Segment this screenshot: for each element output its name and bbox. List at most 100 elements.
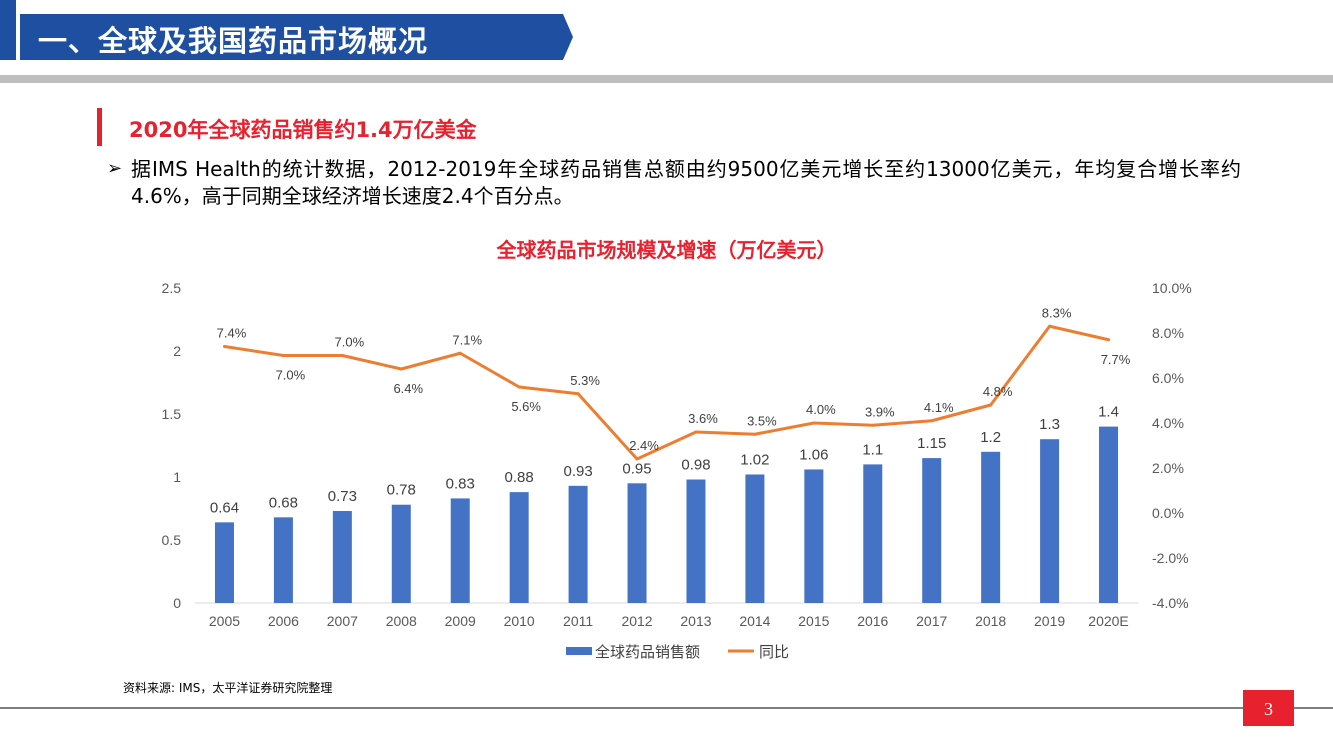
bar-data-label: 1.15: [917, 435, 946, 452]
line-point: [871, 423, 875, 427]
line-point: [458, 351, 462, 355]
line-point: [517, 385, 521, 389]
x-tick-label: 2013: [680, 613, 711, 629]
bar-data-label: 1.3: [1039, 416, 1060, 433]
line-point: [1107, 338, 1111, 342]
bar-sales: [981, 451, 1001, 603]
x-tick-label: 2005: [209, 613, 240, 629]
y-left-tick-label: 1.5: [162, 406, 182, 422]
y-left-tick-label: 2: [173, 343, 181, 359]
bar-data-label: 0.73: [328, 488, 357, 505]
line-data-label: 7.0%: [335, 335, 365, 350]
bar-data-label: 1.02: [740, 451, 769, 468]
line-point: [281, 354, 285, 357]
line-data-label: 4.8%: [983, 384, 1013, 399]
line-data-label: 8.3%: [1042, 305, 1072, 320]
chart-title: 全球药品市场规模及增速（万亿美元）: [496, 238, 837, 262]
x-tick-label: 2009: [445, 613, 476, 629]
y-right-tick-label: 6.0%: [1152, 370, 1184, 386]
line-point: [399, 367, 403, 371]
y-left-tick-label: 1: [173, 469, 181, 485]
x-tick-label: 2006: [268, 613, 299, 629]
x-tick-label: 2018: [975, 613, 1006, 629]
bar-sales: [332, 511, 352, 603]
x-tick-label: 2017: [916, 613, 947, 629]
bar-data-label: 1.1: [862, 441, 883, 458]
y-left-tick-label: 0: [173, 595, 181, 611]
y-right-tick-label: 0.0%: [1152, 505, 1184, 521]
bar-sales: [863, 464, 883, 603]
line-point: [753, 432, 757, 436]
x-tick-label: 2020E: [1088, 613, 1128, 629]
bar-sales: [273, 517, 293, 603]
x-tick-label: 2012: [621, 613, 652, 629]
legend-label-sales: 全球药品销售额: [595, 643, 700, 661]
bar-sales: [804, 469, 824, 603]
line-data-label: 4.0%: [806, 402, 836, 417]
bar-data-label: 0.93: [563, 463, 592, 480]
bar-sales: [450, 498, 470, 603]
line-data-label: 7.4%: [217, 326, 247, 341]
line-point: [812, 421, 816, 425]
line-data-label: 5.6%: [511, 399, 541, 414]
bar-sales: [214, 522, 234, 603]
bar-sales: [922, 458, 942, 603]
bar-data-label: 1.06: [799, 446, 828, 463]
x-tick-label: 2019: [1034, 613, 1065, 629]
bar-sales: [686, 479, 706, 603]
y-right-tick-label: -2.0%: [1152, 550, 1189, 566]
x-tick-label: 2010: [504, 613, 535, 629]
line-yoy: [224, 324, 1109, 461]
bar-sales: [391, 504, 411, 603]
line-data-label: 3.6%: [688, 411, 718, 426]
bar-sales: [627, 483, 647, 603]
line-data-label: 3.5%: [747, 413, 777, 428]
bar-data-label: 1.2: [980, 429, 1001, 446]
x-tick-label: 2007: [327, 613, 358, 629]
bar-sales: [509, 492, 529, 603]
bar-data-label: 0.78: [387, 482, 416, 499]
bullet-arrow-icon: ➢: [107, 158, 123, 178]
section-subtitle: 2020年全球药品销售约1.4万亿美金: [129, 118, 477, 142]
bar-sales: [568, 485, 588, 603]
bar-data-label: 0.98: [681, 457, 710, 474]
y-right-tick-label: 4.0%: [1152, 415, 1184, 431]
x-tick-label: 2014: [739, 613, 770, 629]
bar-data-label: 0.68: [269, 494, 298, 511]
y-right-tick-label: 8.0%: [1152, 325, 1184, 341]
bar-data-label: 0.95: [622, 460, 651, 477]
bar-sales: [1040, 439, 1060, 603]
line-data-label: 7.1%: [452, 332, 482, 347]
y-right-tick-label: 2.0%: [1152, 460, 1184, 476]
x-tick-label: 2008: [386, 613, 417, 629]
y-left-tick-label: 0.5: [162, 532, 182, 548]
page-title: 一、全球及我国药品市场概况: [38, 24, 429, 58]
line-point: [930, 419, 934, 423]
y-right-tick-label: -4.0%: [1152, 595, 1189, 611]
line-point: [222, 345, 226, 348]
line-data-label: 4.1%: [924, 400, 954, 415]
line-data-label: 3.9%: [865, 404, 895, 419]
title-banner: [0, 0, 573, 60]
footer-divider: [0, 707, 1333, 709]
x-tick-label: 2016: [857, 613, 888, 629]
bar-sales: [1099, 426, 1119, 603]
bullet-text: 据IMS Health的统计数据，2012-2019年全球药品销售总额由约950…: [131, 157, 1241, 208]
line-point: [576, 392, 580, 396]
line-data-label: 2.4%: [629, 438, 659, 453]
legend-label-yoy: 同比: [759, 644, 789, 661]
line-data-label: 7.0%: [276, 368, 306, 383]
bar-data-label: 0.88: [505, 469, 534, 486]
line-point: [635, 457, 639, 461]
line-point: [989, 403, 993, 407]
bar-data-label: 0.64: [210, 499, 239, 516]
y-right-tick-label: 10.0%: [1152, 280, 1192, 296]
bar-sales: [745, 474, 765, 603]
source-note: 资料来源: IMS，太平洋证券研究院整理: [123, 681, 333, 695]
legend-swatch-sales: [566, 647, 592, 655]
header-divider: [0, 75, 1333, 83]
x-tick-label: 2011: [563, 613, 593, 629]
line-data-label: 5.3%: [570, 373, 600, 388]
line-data-label: 6.4%: [393, 381, 423, 396]
bar-data-label: 0.83: [446, 475, 475, 492]
